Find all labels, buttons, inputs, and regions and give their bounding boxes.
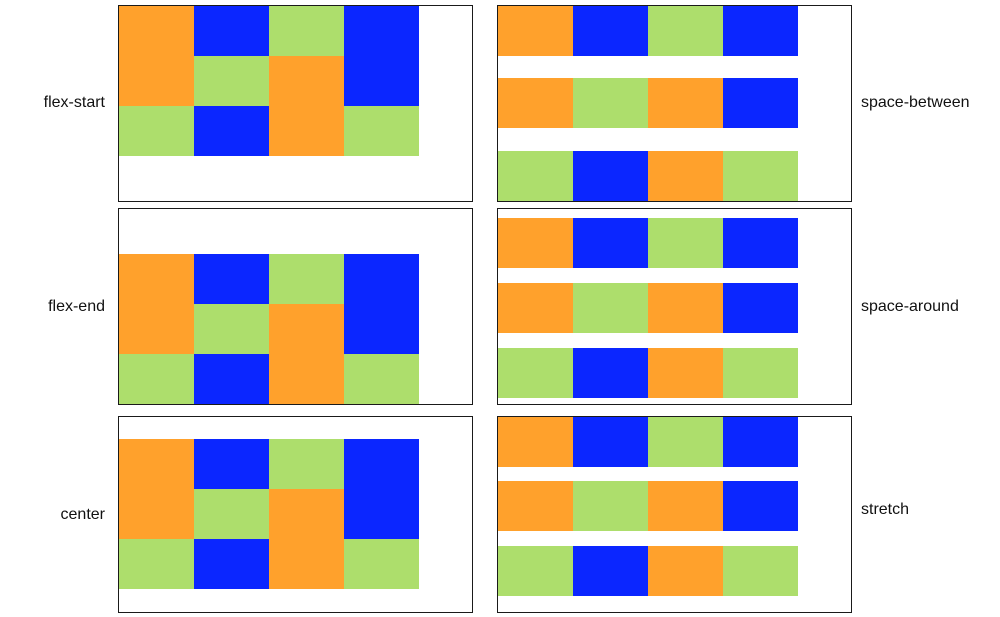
flex-item-orange: [498, 481, 573, 531]
label-flex-end: flex-end: [48, 298, 105, 315]
flex-item-blue: [194, 539, 269, 589]
flex-item-orange: [269, 106, 344, 156]
flex-item-blue: [723, 6, 798, 56]
flex-item-blue: [194, 106, 269, 156]
flex-item-green: [119, 354, 194, 404]
flex-item-orange: [498, 417, 573, 467]
flex-item-orange: [269, 354, 344, 404]
flex-item-green: [194, 304, 269, 354]
flex-item-blue: [344, 304, 419, 354]
flex-item-green: [194, 489, 269, 539]
flex-item-orange: [648, 348, 723, 398]
flex-item-blue: [573, 348, 648, 398]
flex-item-blue: [723, 283, 798, 333]
flex-item-blue: [573, 417, 648, 467]
flex-item-green: [498, 348, 573, 398]
flex-item-blue: [573, 546, 648, 596]
flex-item-blue: [194, 439, 269, 489]
flex-item-orange: [648, 78, 723, 128]
flex-item-blue: [723, 78, 798, 128]
flex-item-blue: [573, 218, 648, 268]
flex-item-orange: [648, 151, 723, 201]
flex-item-green: [344, 354, 419, 404]
flex-item-blue: [723, 218, 798, 268]
flex-item-orange: [269, 56, 344, 106]
label-space-around: space-around: [861, 298, 959, 315]
label-space-between: space-between: [861, 94, 970, 111]
flex-item-blue: [344, 489, 419, 539]
flex-item-green: [573, 78, 648, 128]
flex-item-green: [498, 546, 573, 596]
flex-item-blue: [344, 254, 419, 304]
flex-item-green: [573, 283, 648, 333]
flex-item-orange: [119, 489, 194, 539]
flex-item-green: [269, 439, 344, 489]
flex-item-orange: [119, 439, 194, 489]
flex-item-green: [119, 106, 194, 156]
flex-item-blue: [194, 254, 269, 304]
flex-item-green: [648, 6, 723, 56]
flex-item-orange: [269, 539, 344, 589]
flex-item-blue: [344, 6, 419, 56]
flex-item-orange: [119, 56, 194, 106]
flex-item-orange: [498, 283, 573, 333]
flex-item-green: [648, 417, 723, 467]
flex-item-green: [498, 151, 573, 201]
flex-item-green: [723, 151, 798, 201]
flex-item-blue: [194, 354, 269, 404]
flex-item-blue: [573, 151, 648, 201]
flex-item-orange: [498, 78, 573, 128]
flex-item-blue: [573, 6, 648, 56]
flex-item-green: [269, 254, 344, 304]
flex-item-orange: [498, 218, 573, 268]
flex-item-green: [723, 546, 798, 596]
flex-item-orange: [119, 304, 194, 354]
flex-item-blue: [723, 417, 798, 467]
panel-space-around: [497, 208, 852, 405]
flex-item-green: [119, 539, 194, 589]
flex-item-green: [573, 481, 648, 531]
flex-item-blue: [194, 6, 269, 56]
flex-item-blue: [344, 439, 419, 489]
flex-item-orange: [648, 546, 723, 596]
flex-item-green: [269, 6, 344, 56]
flex-item-orange: [119, 6, 194, 56]
panel-center: [118, 416, 473, 613]
panel-flex-start: [118, 5, 473, 202]
flex-item-green: [344, 106, 419, 156]
flex-item-orange: [648, 481, 723, 531]
flex-item-green: [648, 218, 723, 268]
label-stretch: stretch: [861, 501, 910, 518]
panel-stretch: [497, 416, 852, 613]
flex-item-blue: [723, 481, 798, 531]
flex-item-green: [344, 539, 419, 589]
flex-item-orange: [119, 254, 194, 304]
flex-item-blue: [344, 56, 419, 106]
flex-item-orange: [648, 283, 723, 333]
flex-item-green: [194, 56, 269, 106]
flex-item-green: [723, 348, 798, 398]
panel-space-between: [497, 5, 852, 202]
label-center: center: [60, 506, 105, 523]
panel-flex-end: [118, 208, 473, 405]
flex-item-orange: [269, 489, 344, 539]
label-flex-start: flex-start: [43, 94, 105, 111]
flex-item-orange: [498, 6, 573, 56]
flex-item-orange: [269, 304, 344, 354]
